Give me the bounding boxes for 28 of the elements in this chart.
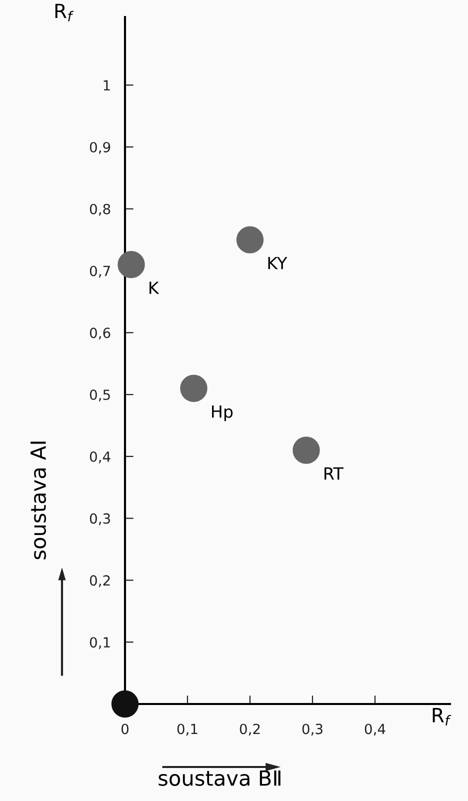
point (111, 690, 139, 718)
y-tick-label: 0,8 (90, 204, 110, 216)
text: soustava BⅡ (158, 770, 280, 786)
point (180, 374, 208, 402)
text: soustava AⅠ (30, 442, 46, 560)
y-tick-label: 0,6 (90, 328, 110, 340)
y-tick-label: 1 (104, 80, 110, 90)
annotation: K (150, 282, 160, 294)
x-tick-label: 0,2 (240, 724, 260, 736)
x-tick-label: 0 (121, 724, 128, 734)
point (118, 250, 145, 278)
y-tick-label: 0,9 (90, 142, 110, 154)
annotation: KY (268, 256, 288, 270)
y-tick-label: 0,5 (90, 390, 110, 402)
x-tick-label: 0,4 (364, 724, 386, 736)
x-tick-label: 0,1 (177, 724, 198, 736)
x-tick-label: 0,3 (302, 724, 322, 736)
y-tick-label: 0,4 (90, 451, 110, 464)
point (292, 436, 320, 464)
y-tick-label: 0,7 (90, 266, 110, 278)
x-axis-title: R$_{f}$ (432, 708, 452, 726)
y-tick-label: 0,1 (90, 637, 110, 649)
annotation: RT (324, 467, 344, 480)
annotation: Hp (212, 406, 233, 422)
y-tick-label: 0,3 (90, 513, 110, 526)
y-axis-title: R$_{f}$ (55, 4, 74, 22)
y-tick-label: 0,2 (90, 575, 110, 588)
point (236, 226, 264, 254)
